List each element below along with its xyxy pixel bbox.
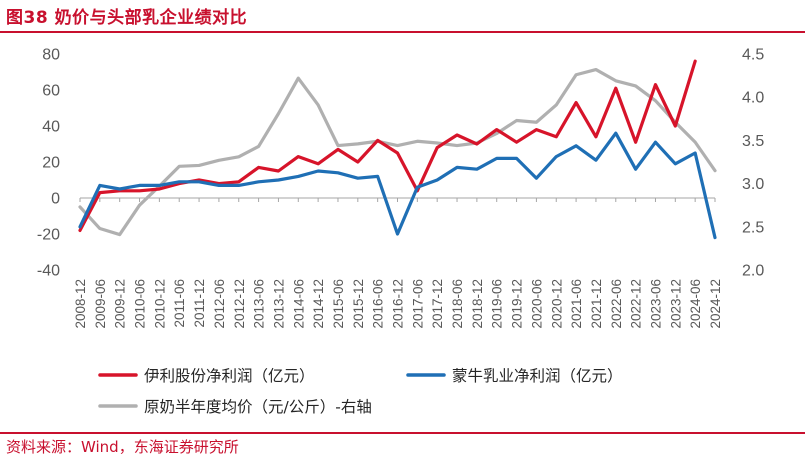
- x-axis-tick-label: 2012-12: [232, 279, 247, 329]
- right-axis-tick-label: 2.5: [742, 219, 764, 236]
- x-axis-tick-label: 2022-06: [609, 279, 624, 329]
- x-axis-tick-label: 2023-06: [648, 279, 663, 329]
- x-axis-tick-label: 2011-12: [192, 279, 207, 328]
- legend-item-milk-price-label: 原奶半年度均价（元/公斤）-右轴: [144, 398, 372, 416]
- x-axis-tick-label: 2009-12: [113, 279, 128, 329]
- x-axis-tick-label: 2021-06: [569, 279, 584, 329]
- x-axis-tick-label: 2008-12: [73, 279, 88, 329]
- right-axis-tick-label: 2.0: [742, 263, 764, 280]
- title-rule: [0, 31, 805, 33]
- left-axis-tick-label: 0: [51, 191, 60, 208]
- x-axis-tick-label: 2018-06: [450, 279, 465, 329]
- x-axis-tick-label: 2010-12: [152, 279, 167, 329]
- x-axis-tick-label: 2011-06: [172, 279, 187, 328]
- source-note: 资料来源：Wind，东海证券研究所: [6, 438, 239, 456]
- legend-item-yili-label: 伊利股份净利润（亿元）: [144, 367, 315, 385]
- left-axis-tick-label: 60: [42, 83, 60, 100]
- x-axis-tick-label: 2016-12: [391, 279, 406, 329]
- x-axis-tick-label: 2013-06: [252, 279, 267, 329]
- x-axis-tick-label: 2015-06: [331, 279, 346, 329]
- x-axis-tick-label: 2021-12: [589, 279, 604, 329]
- x-axis-tick-label: 2024-06: [688, 279, 703, 329]
- x-axis-tick-label: 2020-12: [549, 279, 564, 329]
- right-axis-tick-label: 4.0: [742, 90, 764, 107]
- left-axis-tick-label: 40: [42, 119, 60, 136]
- right-axis-tick-label: 4.5: [742, 47, 764, 64]
- left-axis-tick-label: -20: [37, 227, 60, 244]
- x-axis-tick-label: 2014-12: [311, 279, 326, 329]
- x-axis-tick-label: 2012-06: [212, 279, 227, 329]
- milk-price-line: [78, 67, 717, 237]
- right-axis-tick-label: 3.0: [742, 176, 764, 193]
- x-axis-tick-label: 2018-12: [470, 279, 485, 329]
- x-axis-tick-label: 2013-12: [271, 279, 286, 329]
- x-axis-tick-label: 2024-12: [708, 279, 723, 329]
- x-axis-tick-label: 2020-06: [529, 279, 544, 329]
- x-axis-tick-label: 2017-06: [410, 279, 425, 329]
- x-axis-tick-label: 2015-12: [351, 279, 366, 329]
- legend-item-mengniu-label: 蒙牛乳业净利润（亿元）: [452, 367, 623, 385]
- x-axis-tick-label: 2019-12: [510, 279, 525, 329]
- x-axis-tick-label: 2016-06: [371, 279, 386, 329]
- x-axis-tick-label: 2009-06: [93, 279, 108, 329]
- x-axis-tick-label: 2017-12: [430, 279, 445, 329]
- mengniu-profit-line: [78, 131, 717, 240]
- source-rule: [0, 432, 805, 434]
- right-axis-tick-label: 3.5: [742, 133, 764, 150]
- left-axis-tick-label: -40: [37, 263, 60, 280]
- left-axis-tick-label: 20: [42, 155, 60, 172]
- x-axis-tick-label: 2023-12: [668, 279, 683, 329]
- x-axis-tick-label: 2014-06: [291, 279, 306, 329]
- x-axis-tick-label: 2010-06: [133, 279, 148, 329]
- chart-title: 图38 奶价与头部乳企业绩对比: [6, 8, 248, 28]
- left-axis-tick-label: 80: [42, 47, 60, 64]
- x-axis-tick-label: 2019-06: [490, 279, 505, 329]
- x-axis-tick-label: 2022-12: [629, 279, 644, 329]
